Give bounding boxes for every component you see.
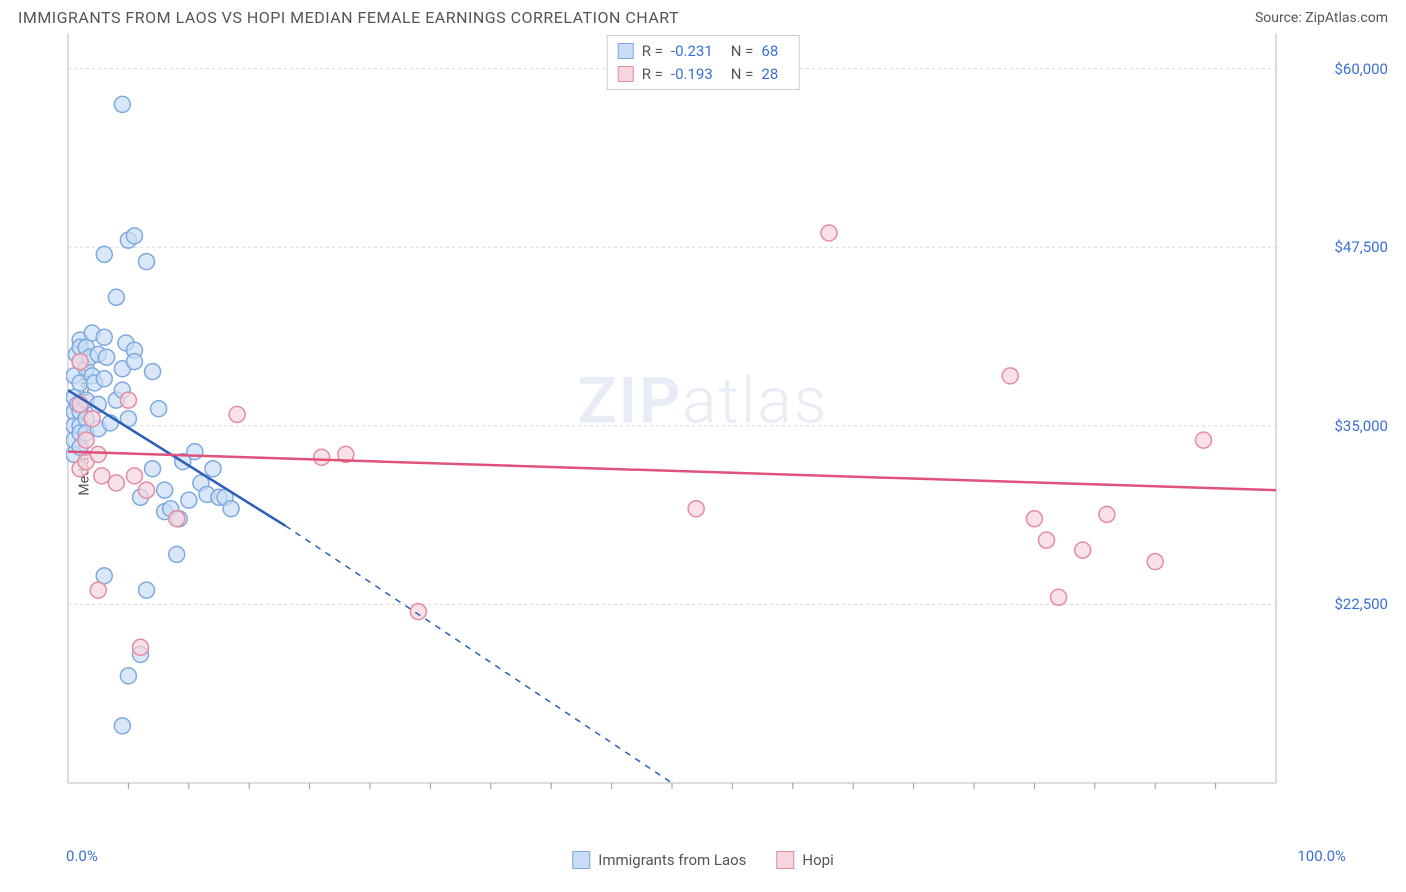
stat-r-value: -0.193 <box>671 63 713 86</box>
series-legend: Immigrants from Laos Hopi <box>572 851 834 869</box>
legend-label: Immigrants from Laos <box>598 851 746 869</box>
stats-row: R = -0.231 N = 68 <box>618 40 789 63</box>
legend-swatch <box>618 66 634 82</box>
legend-item: Hopi <box>776 851 833 869</box>
stats-row: R = -0.193 N = 28 <box>618 63 789 86</box>
x-max-label: 100.0% <box>1297 847 1346 865</box>
x-min-label: 0.0% <box>66 847 98 865</box>
stat-r-label: R = <box>642 63 663 86</box>
stat-r-value: -0.231 <box>671 40 713 63</box>
stat-r-label: R = <box>642 40 663 63</box>
stat-n-label: N = <box>731 63 754 86</box>
stats-legend: R = -0.231 N = 68 R = -0.193 N = 28 <box>607 35 800 90</box>
chart-title: IMMIGRANTS FROM LAOS VS HOPI MEDIAN FEMA… <box>18 8 679 27</box>
scatter-plot <box>66 31 1346 811</box>
legend-item: Immigrants from Laos <box>572 851 746 869</box>
chart-container: Median Female Earnings ZIPatlas R =-0.23… <box>18 31 1388 871</box>
stat-n-value: 28 <box>761 63 778 86</box>
source-attribution: Source: ZipAtlas.com <box>1255 10 1388 26</box>
legend-swatch <box>618 43 634 59</box>
legend-swatch <box>572 851 590 869</box>
stat-n-value: 68 <box>761 40 778 63</box>
stat-n-label: N = <box>731 40 754 63</box>
legend-label: Hopi <box>802 851 833 869</box>
legend-swatch <box>776 851 794 869</box>
